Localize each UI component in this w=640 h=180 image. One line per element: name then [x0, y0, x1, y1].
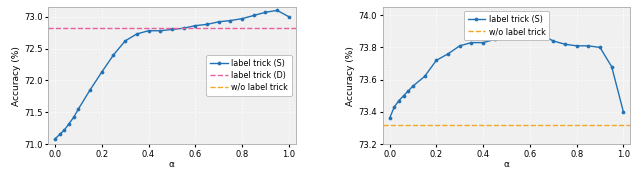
- label trick (S): [456, 45, 463, 47]
- label trick (S): [608, 66, 616, 68]
- label trick (S): [51, 138, 59, 140]
- label trick (S): [168, 28, 176, 31]
- label trick (S): [215, 21, 223, 23]
- label trick (S): [145, 30, 152, 32]
- Y-axis label: Accuracy (%): Accuracy (%): [12, 46, 21, 105]
- label trick (S): [180, 27, 188, 29]
- label trick (S): [491, 38, 499, 40]
- label trick (S): [238, 18, 246, 20]
- label trick (S): [65, 123, 73, 125]
- label trick (S): [156, 30, 164, 32]
- X-axis label: α: α: [504, 160, 509, 169]
- Legend: label trick (S), w/o label trick: label trick (S), w/o label trick: [463, 11, 549, 40]
- label trick (S): [549, 40, 557, 42]
- label trick (S): [409, 85, 417, 87]
- label trick (S): [573, 45, 580, 47]
- label trick (S): [468, 42, 476, 44]
- label trick (S): [227, 19, 234, 22]
- label trick (S): [421, 75, 429, 77]
- X-axis label: α: α: [169, 160, 175, 169]
- label trick (S): [61, 129, 68, 131]
- label trick (S): [433, 59, 440, 61]
- label trick (S): [74, 108, 82, 110]
- label trick (S): [395, 100, 403, 102]
- label trick (S): [122, 40, 129, 42]
- label trick (S): [191, 25, 199, 27]
- label trick (S): [515, 32, 522, 34]
- label trick (S): [584, 45, 592, 47]
- label trick (S): [56, 133, 63, 136]
- label trick (S): [561, 43, 569, 45]
- label trick (S): [98, 71, 106, 73]
- label trick (S): [390, 106, 398, 108]
- label trick (S): [203, 23, 211, 25]
- label trick (S): [400, 95, 408, 97]
- label trick (S): [133, 33, 141, 35]
- label trick (S): [526, 30, 534, 32]
- label trick (S): [273, 9, 281, 12]
- label trick (S): [109, 54, 117, 56]
- label trick (S): [404, 90, 412, 92]
- Line: label trick (S): label trick (S): [54, 9, 291, 140]
- label trick (S): [479, 42, 487, 44]
- label trick (S): [86, 89, 94, 91]
- Line: label trick (S): label trick (S): [388, 30, 625, 120]
- label trick (S): [250, 14, 257, 17]
- label trick (S): [538, 33, 545, 36]
- label trick (S): [285, 16, 292, 18]
- label trick (S): [262, 11, 269, 13]
- Y-axis label: Accuracy (%): Accuracy (%): [346, 46, 355, 105]
- label trick (S): [502, 35, 510, 37]
- Legend: label trick (S), label trick (D), w/o label trick: label trick (S), label trick (D), w/o la…: [206, 55, 292, 96]
- label trick (S): [620, 111, 627, 113]
- label trick (S): [386, 117, 394, 119]
- label trick (S): [596, 46, 604, 49]
- label trick (S): [70, 116, 77, 118]
- label trick (S): [444, 53, 452, 55]
